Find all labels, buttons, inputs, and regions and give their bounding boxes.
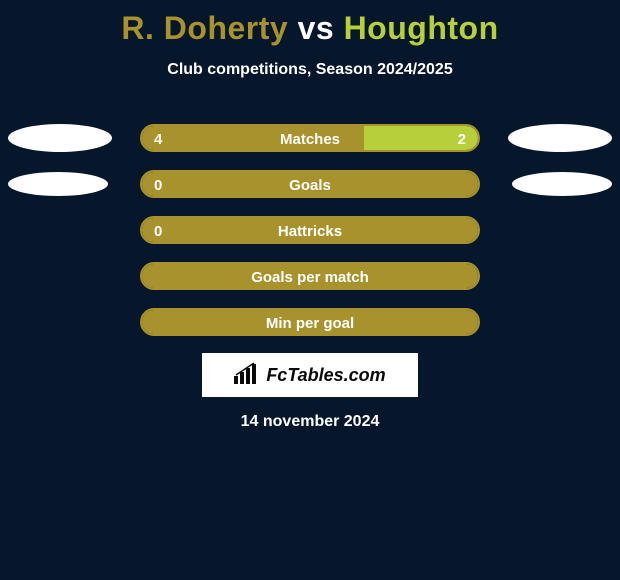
logo-box: FcTables.com [202, 353, 418, 397]
stat-row: Goals per match [0, 261, 620, 291]
player1-avatar [8, 124, 112, 152]
logo-text: FcTables.com [266, 365, 385, 386]
stat-row: 0Goals [0, 169, 620, 199]
stat-category-label: Min per goal [142, 310, 478, 336]
stat-bar-track: 42Matches [140, 124, 480, 152]
page-title: R. Doherty vs Houghton [0, 0, 620, 47]
stat-row: 0Hattricks [0, 215, 620, 245]
stat-category-label: Hattricks [142, 218, 478, 244]
stat-bar-track: 0Hattricks [140, 216, 480, 244]
vs-separator: vs [298, 10, 335, 46]
stat-category-label: Matches [142, 126, 478, 152]
player2-avatar [512, 172, 612, 196]
stat-category-label: Goals per match [142, 264, 478, 290]
stat-bar-track: Min per goal [140, 308, 480, 336]
player1-name: R. Doherty [121, 10, 288, 46]
comparison-chart: 42Matches 0Goals 0Hattricks Goals per match… [0, 123, 620, 337]
stat-category-label: Goals [142, 172, 478, 198]
stat-row: Min per goal [0, 307, 620, 337]
stat-bar-track: Goals per match [140, 262, 480, 290]
stat-bar-track: 0Goals [140, 170, 480, 198]
date-label: 14 november 2024 [0, 413, 620, 431]
chart-bars-icon [234, 362, 260, 389]
player2-name: Houghton [344, 10, 499, 46]
subtitle: Club competitions, Season 2024/2025 [0, 61, 620, 79]
stat-row: 42Matches [0, 123, 620, 153]
player1-avatar [8, 172, 108, 196]
player2-avatar [508, 124, 612, 152]
